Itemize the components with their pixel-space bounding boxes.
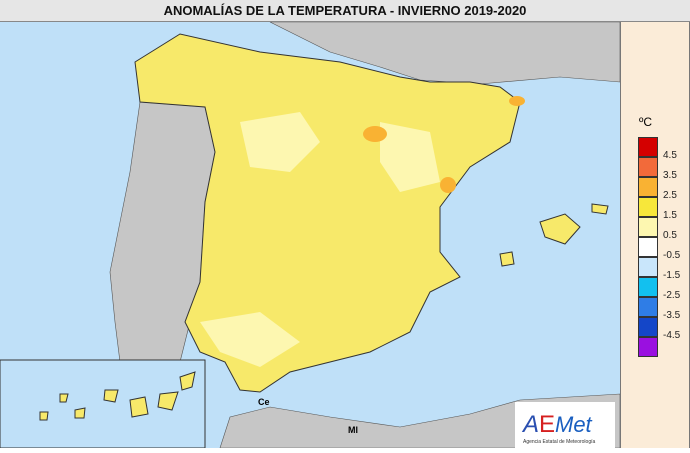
mallorca bbox=[539, 213, 581, 245]
svg-text:E: E bbox=[539, 411, 555, 438]
legend-swatch bbox=[638, 337, 658, 357]
spain-land bbox=[134, 33, 521, 393]
light-anomaly-zone bbox=[200, 112, 440, 367]
warm-spot bbox=[363, 126, 387, 142]
warm-spot bbox=[440, 177, 456, 193]
legend-label: -0.5 bbox=[663, 250, 681, 261]
svg-text:Met: Met bbox=[555, 412, 593, 437]
legend-swatch bbox=[638, 197, 658, 217]
legend-swatch bbox=[638, 297, 658, 317]
ibiza bbox=[499, 251, 515, 267]
legend-swatch bbox=[638, 157, 658, 177]
legend-unit: ºC bbox=[639, 115, 653, 129]
legend-label: -2.5 bbox=[663, 290, 681, 301]
legend-swatch bbox=[638, 277, 658, 297]
legend-label: 2.5 bbox=[663, 190, 677, 201]
legend-swatch bbox=[638, 217, 658, 237]
warm-spot bbox=[509, 96, 525, 106]
legend-label: 0.5 bbox=[663, 230, 677, 241]
legend-label: -1.5 bbox=[663, 270, 681, 281]
ceuta-label: Ce bbox=[258, 397, 270, 407]
legend-swatch bbox=[638, 257, 658, 277]
canary-inset bbox=[0, 359, 206, 448]
svg-text:Agencia Estatal de Meteorologí: Agencia Estatal de Meteorología bbox=[523, 439, 595, 445]
legend-label: -4.5 bbox=[663, 330, 681, 341]
aemet-logo: A E Met Agencia Estatal de Meteorología bbox=[515, 402, 615, 448]
legend-swatch bbox=[638, 237, 658, 257]
legend-swatch bbox=[638, 317, 658, 337]
map-title: ANOMALÍAS DE LA TEMPERATURA - INVIERNO 2… bbox=[0, 0, 690, 22]
anomaly-map: Ce Ml bbox=[0, 22, 620, 448]
legend-label: -3.5 bbox=[663, 310, 681, 321]
melilla-label: Ml bbox=[348, 425, 358, 435]
legend-swatch bbox=[638, 177, 658, 197]
menorca bbox=[591, 203, 609, 215]
legend-panel: ºC 4.5 3.5 2.5 1.5 0.5 -0.5 -1.5 -2.5 -3.5 -4.5 bbox=[620, 22, 690, 448]
svg-text:A: A bbox=[521, 411, 539, 438]
legend-label: 3.5 bbox=[663, 170, 677, 181]
legend-label: 4.5 bbox=[663, 150, 677, 161]
legend-label: 1.5 bbox=[663, 210, 677, 221]
legend-swatch bbox=[638, 137, 658, 157]
